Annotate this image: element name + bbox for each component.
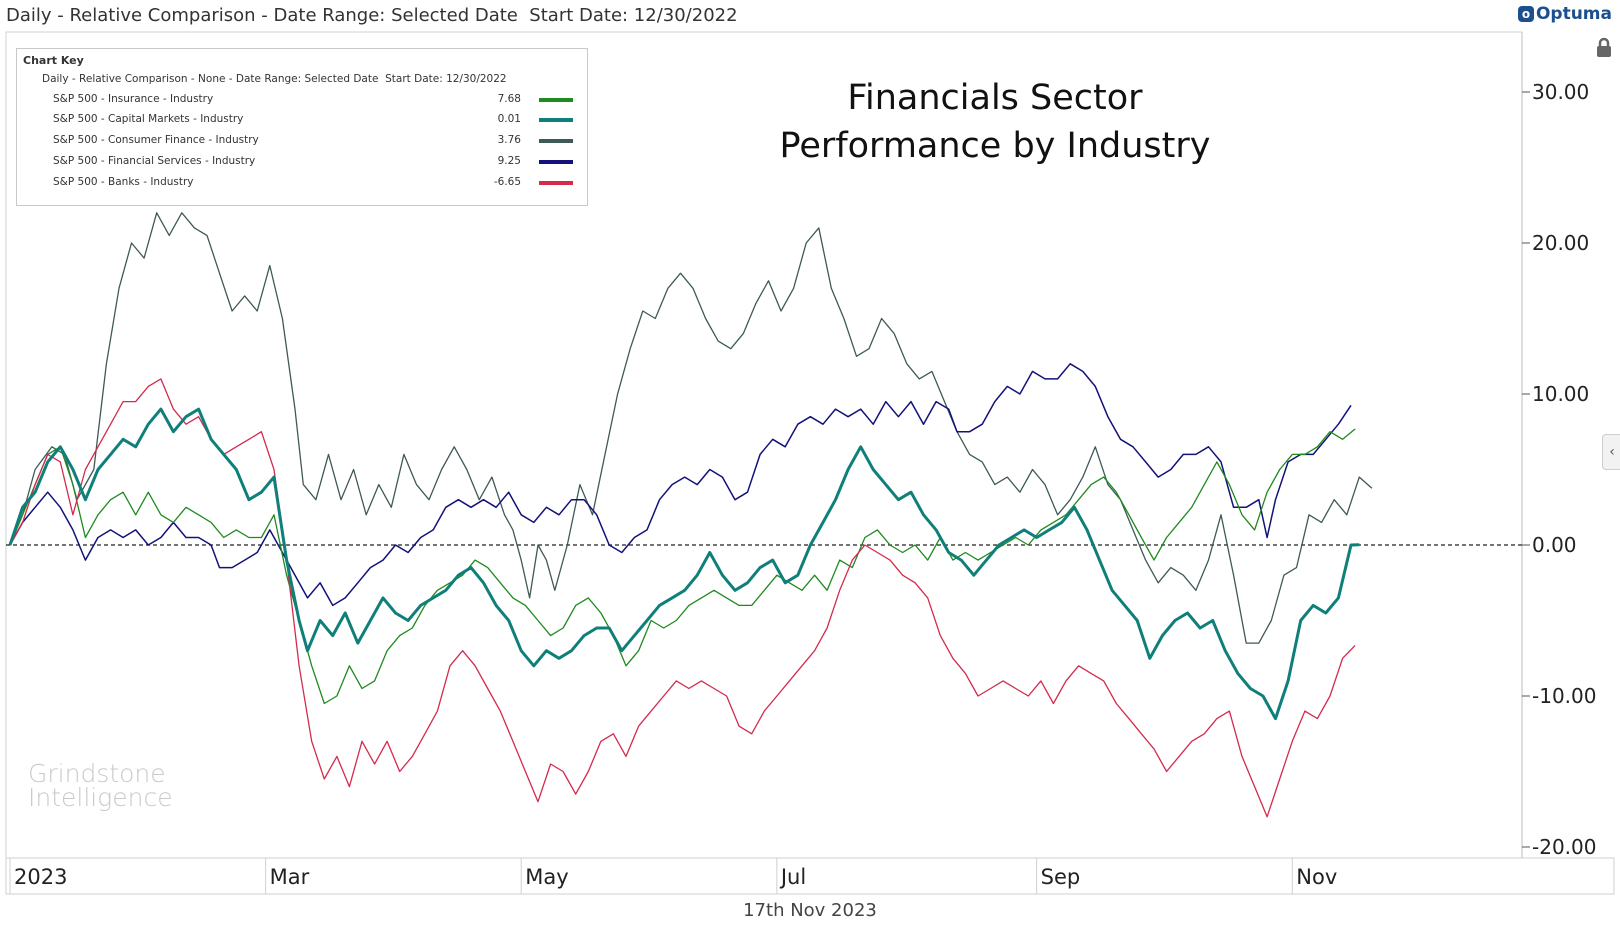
watermark-line-1: Grindstone (28, 759, 166, 788)
legend-item-label: S&P 500 - Banks - Industry (53, 176, 194, 188)
chart-title-line-2: Performance by Industry (779, 126, 1211, 166)
legend-swatch (539, 181, 573, 185)
chart-title: Financials Sector Performance by Industr… (760, 74, 1230, 170)
x-axis-frame (5, 857, 1615, 895)
footer-date: 17th Nov 2023 (743, 900, 877, 921)
series-line-consumer-finance (9, 212, 1373, 644)
legend-item-insurance[interactable]: S&P 500 - Insurance - Industry 7.68 (53, 93, 573, 113)
legend-item-label: S&P 500 - Capital Markets - Industry (53, 113, 244, 125)
legend-item-value: 7.68 (497, 93, 521, 105)
x-tick-label: Nov (1296, 865, 1337, 889)
collapse-panel-button[interactable]: ‹ (1602, 434, 1620, 470)
legend-item-label: S&P 500 - Insurance - Industry (53, 93, 214, 105)
lock-icon[interactable] (1592, 36, 1616, 60)
legend-item-banks[interactable]: S&P 500 - Banks - Industry -6.65 (53, 176, 573, 196)
chart-key-title: Chart Key (23, 54, 84, 67)
series-line-insurance (9, 428, 1356, 705)
y-tick-label: -20.00 (1532, 835, 1596, 859)
chart-key[interactable]: Chart Key Daily - Relative Comparison - … (16, 48, 588, 206)
y-tick-label: 30.00 (1532, 80, 1589, 104)
legend-swatch (539, 139, 573, 143)
x-tick-label: May (525, 865, 568, 889)
legend-swatch (539, 98, 573, 102)
y-axis-ticks: 30.00 20.00 10.00 0.00 -10.00 -20.00 (1522, 80, 1596, 859)
y-tick-label: 20.00 (1532, 231, 1589, 255)
legend-item-value: -6.65 (493, 176, 521, 188)
chart-key-subtitle: Daily - Relative Comparison - None - Dat… (42, 73, 507, 85)
chart-header: Daily - Relative Comparison - Date Range… (6, 5, 738, 26)
series-line-banks (9, 378, 1356, 818)
legend-item-label: S&P 500 - Financial Services - Industry (53, 155, 256, 167)
legend-item-capital-markets[interactable]: S&P 500 - Capital Markets - Industry 0.0… (53, 113, 573, 133)
legend-item-consumer-finance[interactable]: S&P 500 - Consumer Finance - Industry 3.… (53, 134, 573, 154)
legend-swatch (539, 160, 573, 164)
watermark: Grindstone Intelligence (28, 759, 173, 812)
chart-title-line-1: Financials Sector (847, 78, 1143, 118)
legend-item-value: 3.76 (497, 134, 521, 146)
x-tick-label: 2023 (14, 865, 67, 889)
brand-logo: o Optuma (1517, 4, 1612, 24)
series-line-capital-markets (8, 407, 1360, 721)
legend-item-label: S&P 500 - Consumer Finance - Industry (53, 134, 259, 146)
y-tick-label: 0.00 (1532, 533, 1577, 557)
series-lines (8, 212, 1373, 818)
x-axis-ticks: 2023 Mar May Jul Sep Nov (9, 858, 1337, 894)
legend-item-value: 0.01 (497, 113, 521, 125)
series-line-financial-services (9, 363, 1352, 607)
y-tick-label: 10.00 (1532, 382, 1589, 406)
optuma-logo-icon: o (1517, 6, 1534, 22)
legend-item-value: 9.25 (497, 155, 521, 167)
y-tick-label: -10.00 (1532, 684, 1596, 708)
brand-name: Optuma (1535, 4, 1612, 24)
x-tick-label: Sep (1041, 865, 1081, 889)
legend-swatch (539, 118, 573, 122)
watermark-line-2: Intelligence (28, 783, 173, 812)
x-tick-label: Mar (270, 865, 310, 889)
legend-item-financial-services[interactable]: S&P 500 - Financial Services - Industry … (53, 155, 573, 175)
x-tick-label: Jul (779, 865, 806, 889)
